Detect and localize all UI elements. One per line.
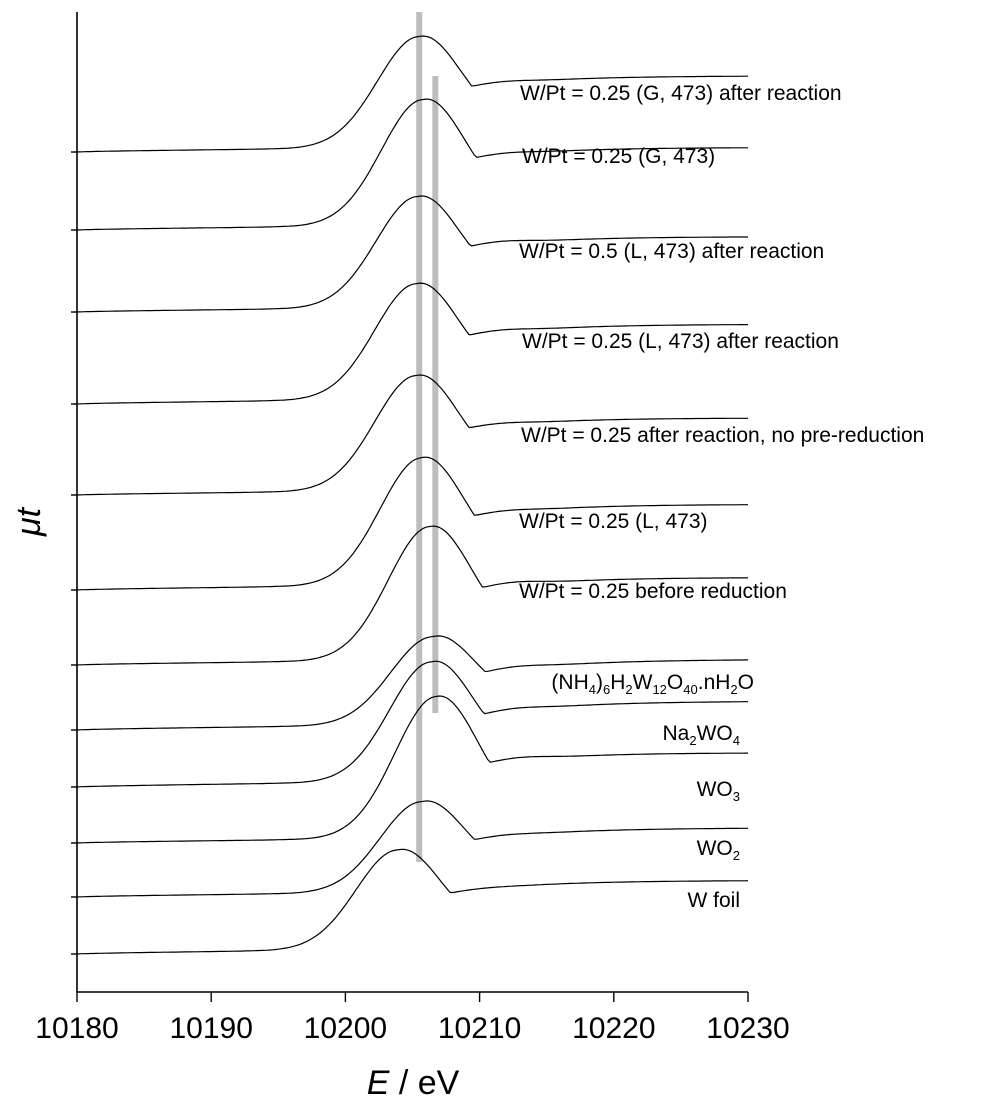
- series-label: W/Pt = 0.25 (L, 473): [519, 510, 708, 533]
- series-line: [76, 695, 748, 844]
- series-line: [76, 456, 748, 591]
- series-line: [76, 848, 749, 955]
- x-tick-label: 10190: [169, 1012, 252, 1045]
- series-line: [76, 282, 748, 405]
- x-tick-label: 10210: [438, 1012, 521, 1045]
- series-line: [76, 35, 748, 153]
- curves: [76, 35, 749, 955]
- x-tick-label: 10230: [706, 1012, 789, 1045]
- x-axis-separator: /: [389, 1064, 417, 1102]
- series-label: W/Pt = 0.5 (L, 473) after reaction: [519, 240, 824, 263]
- series-label: W/Pt = 0.25 before reduction: [519, 580, 787, 603]
- series-label: WO2: [697, 837, 740, 863]
- x-axis-symbol: E: [367, 1064, 390, 1102]
- series-line: [76, 800, 748, 898]
- x-axis-title: E / eV: [367, 1064, 460, 1102]
- axes: 10180 10190 10200 10210 10220 10230: [35, 12, 790, 1045]
- series-label: Na2WO4: [663, 722, 740, 748]
- reference-lines: [416, 12, 439, 862]
- x-tick-label: 10180: [35, 1012, 118, 1045]
- series-labels: W/Pt = 0.25 (G, 473) after reaction W/Pt …: [519, 82, 924, 912]
- series-line: [76, 660, 748, 788]
- series-label: W/Pt = 0.25 (G, 473): [522, 145, 715, 168]
- y-axis-title: μt: [10, 506, 48, 537]
- series-line: [76, 374, 748, 496]
- series-label: W foil: [688, 889, 741, 912]
- series-label: (NH4)6H2W12O40.nH2O: [551, 671, 754, 697]
- series-line: [76, 525, 749, 666]
- series-line: [76, 635, 748, 731]
- series-label: WO3: [697, 778, 740, 804]
- series-line: [76, 195, 748, 313]
- series-label: W/Pt = 0.25 (L, 473) after reaction: [522, 330, 839, 353]
- x-tick-label: 10200: [304, 1012, 387, 1045]
- x-tick-label: 10220: [572, 1012, 655, 1045]
- series-label: W/Pt = 0.25 after reaction, no pre-reduc…: [521, 424, 924, 447]
- series-line: [76, 98, 748, 231]
- x-axis-unit: eV: [418, 1064, 460, 1102]
- series-label: W/Pt = 0.25 (G, 473) after reaction: [520, 82, 842, 105]
